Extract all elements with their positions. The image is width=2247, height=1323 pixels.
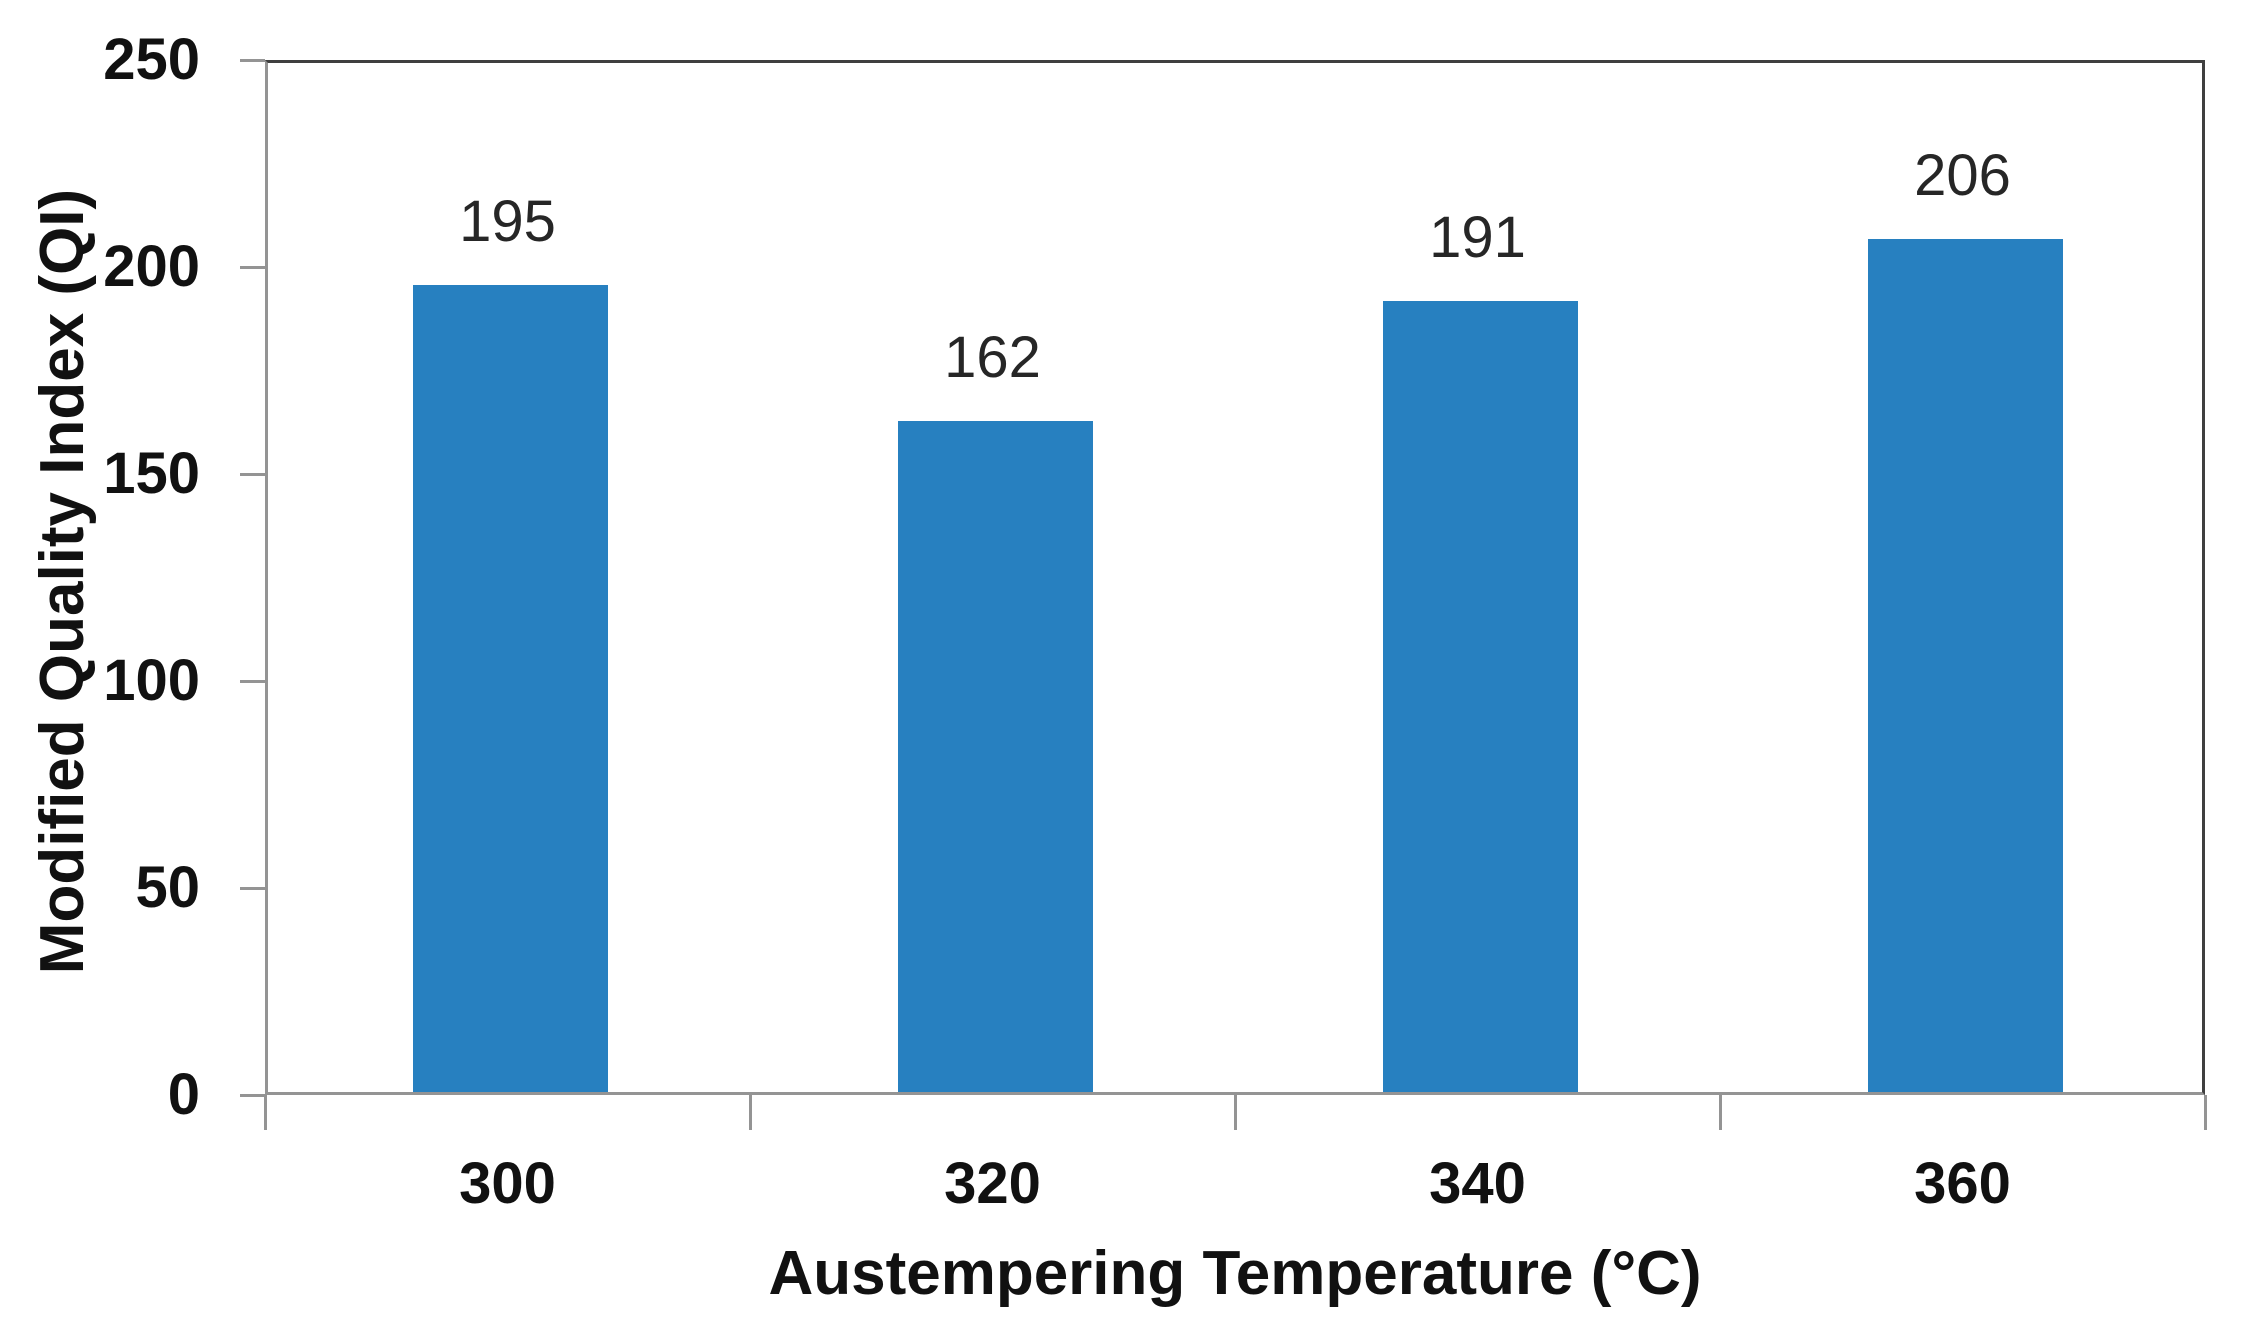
- bar-value-label: 191: [1429, 205, 1526, 271]
- bar-value-label: 162: [944, 325, 1041, 391]
- x-tick-label: 300: [459, 1151, 556, 1216]
- y-tick-label: 0: [167, 1062, 200, 1127]
- plot-area: [265, 60, 2205, 1095]
- y-tick-mark: [240, 886, 265, 890]
- bar: [898, 421, 1093, 1092]
- y-tick-mark: [240, 472, 265, 476]
- y-tick-label: 150: [103, 441, 200, 506]
- x-tick-label: 360: [1914, 1151, 2011, 1216]
- bar-value-label: 206: [1914, 143, 2011, 209]
- bar: [1383, 301, 1578, 1092]
- y-tick-mark: [240, 265, 265, 269]
- y-tick-label: 50: [135, 855, 200, 920]
- x-tick-label: 320: [944, 1151, 1041, 1216]
- x-tick-mark: [2203, 1095, 2207, 1130]
- x-tick-mark: [748, 1095, 752, 1130]
- y-tick-label: 100: [103, 648, 200, 713]
- y-tick-label: 250: [103, 27, 200, 92]
- x-tick-label: 340: [1429, 1151, 1526, 1216]
- bar: [413, 284, 608, 1092]
- y-tick-mark: [240, 58, 265, 62]
- y-tick-mark: [240, 679, 265, 683]
- bar: [1868, 239, 2063, 1092]
- y-tick-mark: [240, 1093, 265, 1097]
- y-tick-label: 200: [103, 234, 200, 299]
- bar-value-label: 195: [459, 188, 556, 254]
- x-tick-mark: [1233, 1095, 1237, 1130]
- x-tick-mark: [1718, 1095, 1722, 1130]
- x-axis-title: Austempering Temperature (°C): [768, 1239, 1702, 1308]
- y-axis-title: Modified Quality Index (QI): [28, 188, 97, 975]
- x-tick-mark: [263, 1095, 267, 1130]
